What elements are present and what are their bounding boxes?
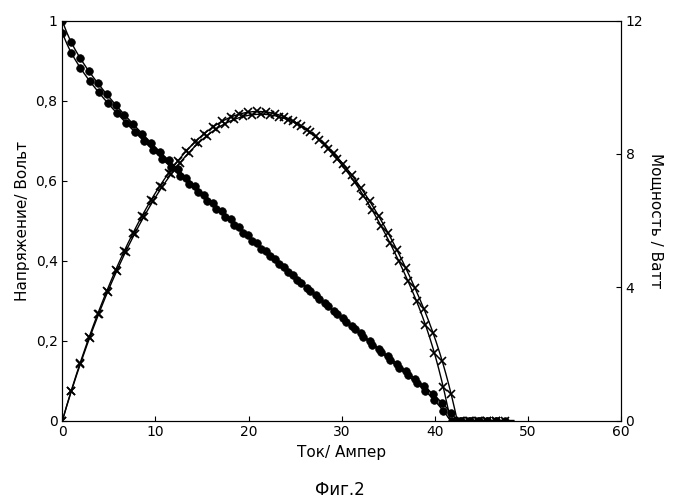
Text: Фиг.2: Фиг.2 <box>314 481 365 499</box>
Y-axis label: Напряжение/ Вольт: Напряжение/ Вольт <box>15 140 30 300</box>
X-axis label: Ток/ Ампер: Ток/ Ампер <box>297 445 386 460</box>
Y-axis label: Мощность / Ватт: Мощность / Ватт <box>649 153 664 288</box>
